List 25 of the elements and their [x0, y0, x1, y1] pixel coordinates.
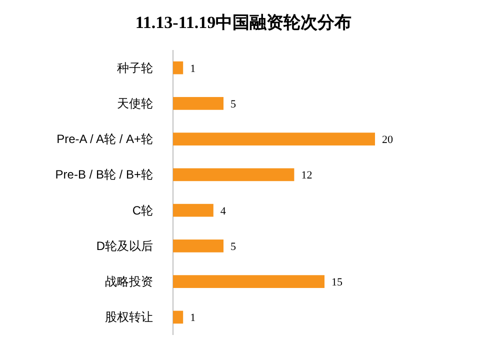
data-label: 20: [382, 134, 394, 146]
y-tick-label: 天使轮: [117, 96, 153, 110]
y-tick-label: D轮及以后: [96, 238, 153, 253]
bar: [173, 168, 294, 182]
data-label: 1: [190, 312, 196, 324]
bar: [173, 61, 184, 74]
chart-title: 11.13-11.19中国融资轮次分布: [135, 13, 352, 32]
bar: [173, 204, 214, 217]
y-tick-label: 战略投资: [105, 274, 153, 289]
y-tick-label: Pre-B / B轮 / B+轮: [55, 168, 153, 182]
data-label: 1: [190, 62, 196, 75]
bar: [173, 240, 224, 252]
y-tick-label: C轮: [132, 203, 153, 218]
bar: [173, 132, 375, 146]
data-label: 5: [230, 240, 236, 253]
data-label: 4: [220, 205, 226, 218]
y-tick-label: 种子轮: [117, 60, 153, 75]
data-label: 5: [230, 98, 236, 110]
y-tick-label: 股权转让: [105, 310, 153, 324]
bar: [173, 275, 324, 288]
data-label: 12: [301, 170, 312, 182]
y-tick-label: Pre-A / A轮 / A+轮: [56, 132, 153, 146]
bar: [173, 310, 184, 324]
data-label: 15: [332, 276, 343, 289]
bar: [173, 97, 224, 110]
